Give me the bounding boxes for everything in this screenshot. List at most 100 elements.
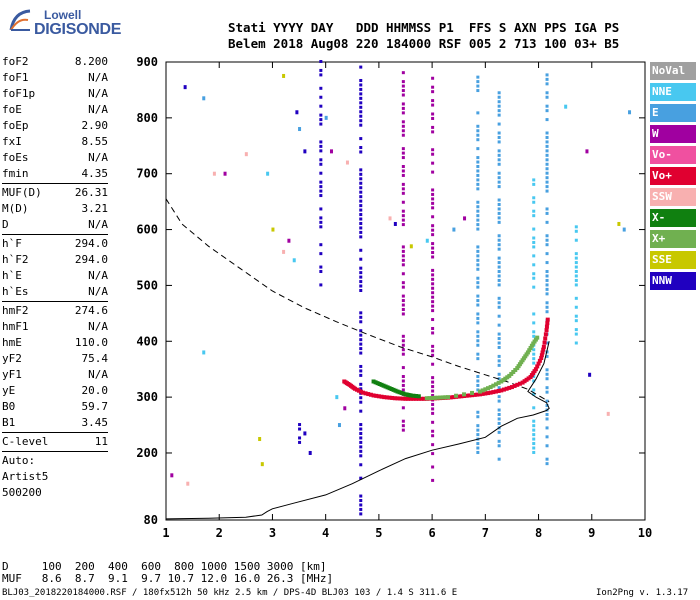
echo-pixel xyxy=(359,423,362,426)
echo-pixel xyxy=(476,228,479,231)
echo-pixel xyxy=(431,90,434,93)
y-tick-label: 700 xyxy=(136,167,158,181)
polarization-legend: NoVal NNE E W Vo- Vo+ SSW X- X+ SSE NNW xyxy=(650,62,696,293)
echo-pixel xyxy=(359,374,362,377)
echo-pixel xyxy=(476,165,479,168)
echo-pixel xyxy=(431,452,434,455)
echo-pixel xyxy=(359,204,362,207)
echo-pixel xyxy=(546,288,549,291)
echo-pixel xyxy=(431,251,434,254)
trace-point-vo xyxy=(545,325,549,329)
echo-pixel xyxy=(359,436,362,439)
echo-pixel xyxy=(498,109,501,112)
file-info: BLJ03_2018220184000.RSF / 180fx512h 50 k… xyxy=(2,588,457,598)
echo-pixel xyxy=(359,222,362,225)
echo-pixel xyxy=(359,276,362,279)
echo-pixel xyxy=(532,442,535,445)
echo-pixel xyxy=(575,261,578,264)
echo-pixel xyxy=(498,154,501,157)
echo-pixel xyxy=(575,257,578,260)
echo-pixel xyxy=(575,342,578,345)
echo-pixel xyxy=(476,259,479,262)
echo-pixel xyxy=(546,149,549,152)
noise-pixel xyxy=(564,105,567,109)
echo-pixel xyxy=(431,407,434,410)
noise-pixel xyxy=(261,462,264,466)
echo-pixel xyxy=(402,183,405,186)
echo-pixel xyxy=(532,241,535,244)
echo-pixel xyxy=(546,212,549,215)
echo-pixel xyxy=(359,195,362,198)
echo-pixel xyxy=(402,129,405,132)
noise-pixel xyxy=(426,239,429,243)
echo-pixel xyxy=(546,391,549,394)
echo-pixel xyxy=(359,110,362,113)
echo-pixel xyxy=(359,124,362,127)
echo-pixel xyxy=(546,96,549,99)
echo-pixel xyxy=(532,277,535,280)
echo-pixel xyxy=(431,349,434,352)
echo-pixel xyxy=(402,152,405,155)
echo-pixel xyxy=(431,305,434,308)
y-tick-label: 200 xyxy=(136,446,158,460)
echo-pixel xyxy=(402,348,405,351)
echo-pixel xyxy=(402,125,405,128)
echo-pixel xyxy=(319,118,322,121)
echo-pixel xyxy=(532,406,535,409)
echo-pixel xyxy=(359,258,362,261)
echo-pixel xyxy=(359,311,362,314)
echo-pixel xyxy=(319,105,322,108)
echo-pixel xyxy=(498,203,501,206)
echo-pixel xyxy=(359,182,362,185)
echo-pixel xyxy=(546,243,549,246)
echo-pixel xyxy=(359,396,362,399)
echo-pixel xyxy=(532,312,535,315)
echo-pixel xyxy=(359,334,362,337)
x-tick-label: 6 xyxy=(428,526,435,540)
echo-pixel xyxy=(476,210,479,213)
echo-pixel xyxy=(431,318,434,321)
echo-pixel xyxy=(359,285,362,288)
echo-pixel xyxy=(431,130,434,133)
echo-pixel xyxy=(402,259,405,262)
noise-pixel xyxy=(452,228,455,232)
echo-pixel xyxy=(546,386,549,389)
echo-pixel xyxy=(498,440,501,443)
echo-pixel xyxy=(319,163,322,166)
noise-pixel xyxy=(213,172,216,176)
echo-pixel xyxy=(476,223,479,226)
echo-pixel xyxy=(532,245,535,248)
trace-point-vo xyxy=(545,328,549,332)
echo-pixel xyxy=(476,286,479,289)
echo-pixel xyxy=(476,178,479,181)
noise-pixel xyxy=(410,244,413,248)
echo-pixel xyxy=(319,140,322,143)
echo-pixel xyxy=(476,415,479,418)
echo-pixel xyxy=(402,335,405,338)
echo-pixel xyxy=(575,270,578,273)
y-tick-label: 800 xyxy=(136,111,158,125)
echo-pixel xyxy=(532,214,535,217)
echo-pixel xyxy=(359,231,362,234)
echo-pixel xyxy=(431,385,434,388)
echo-pixel xyxy=(476,299,479,302)
echo-pixel xyxy=(431,99,434,102)
echo-pixel xyxy=(402,353,405,356)
echo-pixel xyxy=(546,270,549,273)
echo-pixel xyxy=(476,442,479,445)
echo-pixel xyxy=(431,282,434,285)
echo-pixel xyxy=(476,183,479,186)
echo-pixel xyxy=(546,261,549,264)
echo-pixel xyxy=(575,252,578,255)
noise-pixel xyxy=(338,423,341,427)
x-tick-label: 7 xyxy=(482,526,489,540)
echo-pixel xyxy=(402,134,405,137)
echo-pixel xyxy=(319,149,322,152)
legend-entry-noval: NoVal xyxy=(650,62,696,80)
echo-pixel xyxy=(431,153,434,156)
echo-pixel xyxy=(402,120,405,123)
legend-entry-x: X+ xyxy=(650,230,696,248)
echo-pixel xyxy=(498,248,501,251)
echo-pixel xyxy=(532,353,535,356)
echo-pixel xyxy=(431,291,434,294)
